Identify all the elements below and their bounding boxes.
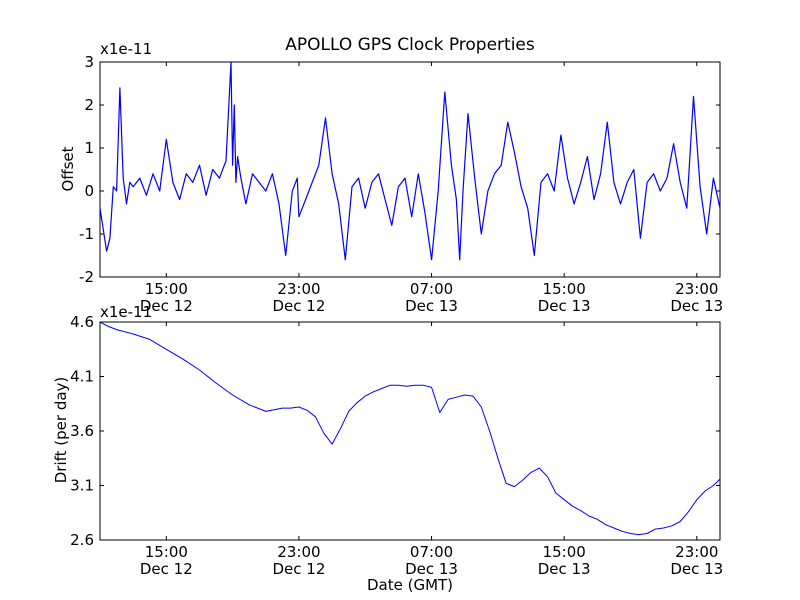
offset-x-tick-date: Dec 13 (538, 297, 591, 315)
drift-x-tick-time: 07:00 (410, 543, 453, 561)
drift-y-axis-label: Drift (per day) (52, 377, 70, 484)
offset-y-tick-label: -1 (79, 225, 94, 243)
drift-x-tick-date: Dec 13 (405, 560, 458, 578)
drift-x-tick-date: Dec 13 (538, 560, 591, 578)
drift-series-line (100, 322, 720, 536)
offset-y-tick-label: 1 (84, 139, 94, 157)
offset-y-tick-label: 3 (84, 53, 94, 71)
offset-x-tick-date: Dec 12 (272, 297, 325, 315)
drift-y-tick-label: 3.1 (70, 477, 94, 495)
offset-x-tick-date: Dec 13 (405, 297, 458, 315)
chart-title: APOLLO GPS Clock Properties (285, 35, 535, 55)
drift-x-tick-time: 15:00 (145, 543, 188, 561)
drift-y-tick-label: 4.6 (70, 313, 94, 331)
offset-y-axis-label: Offset (59, 146, 77, 191)
offset-x-tick-time: 23:00 (277, 280, 320, 298)
offset-x-tick-date: Dec 13 (670, 297, 723, 315)
drift-panel: x1e-11 Drift (per day) Date (GMT) 2.6 3.1… (52, 303, 723, 594)
drift-x-tick-date: Dec 13 (670, 560, 723, 578)
drift-axes-frame (99, 321, 721, 541)
offset-x-tick-time: 23:00 (675, 280, 718, 298)
offset-x-tick-time: 07:00 (410, 280, 453, 298)
offset-scale-note: x1e-11 (100, 40, 152, 58)
offset-x-tick-time: 15:00 (145, 280, 188, 298)
drift-x-tick-time: 23:00 (675, 543, 718, 561)
offset-x-tick-time: 15:00 (543, 280, 586, 298)
drift-x-tick-time: 23:00 (277, 543, 320, 561)
offset-y-tick-label: -2 (79, 268, 94, 286)
drift-y-tick-label: 2.6 (70, 531, 94, 549)
drift-y-tick-label: 3.6 (70, 422, 94, 440)
drift-x-tick-date: Dec 12 (140, 560, 193, 578)
offset-panel: APOLLO GPS Clock Properties x1e-11 Offse… (59, 35, 723, 315)
drift-x-tick-time: 15:00 (543, 543, 586, 561)
drift-x-axis-label: Date (GMT) (367, 576, 453, 594)
drift-x-tick-date: Dec 12 (272, 560, 325, 578)
offset-series-line (100, 62, 720, 261)
drift-y-tick-label: 4.1 (70, 368, 94, 386)
offset-y-tick-label: 2 (84, 96, 94, 114)
drift-scale-note: x1e-11 (100, 303, 152, 321)
offset-x-tick-date: Dec 12 (140, 297, 193, 315)
offset-axes-frame (99, 61, 721, 278)
offset-y-tick-label: 0 (84, 182, 94, 200)
